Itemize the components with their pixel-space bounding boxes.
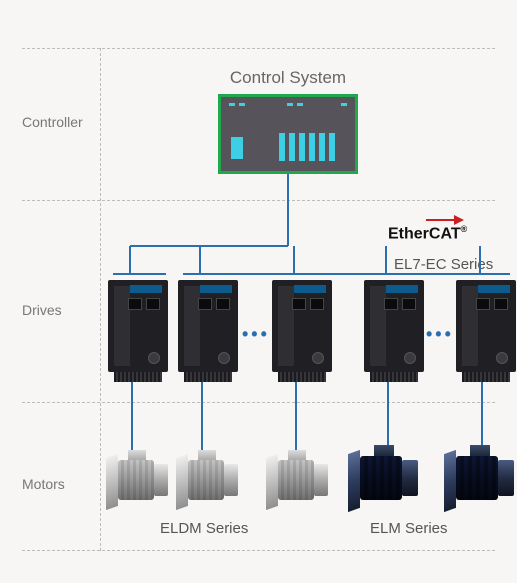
- ellipsis-icon: •••: [242, 324, 270, 345]
- drive-node: [272, 280, 332, 382]
- motor-elm-node: [444, 446, 514, 510]
- drive-node: [364, 280, 424, 382]
- row-label-controller: Controller: [22, 114, 100, 130]
- row-separator: [22, 550, 495, 551]
- drives-series-label: EL7-EC Series: [394, 256, 493, 273]
- row-separator: [22, 200, 495, 201]
- row-separator: [22, 402, 495, 403]
- column-separator: [100, 48, 101, 551]
- motor-elm-node: [348, 446, 418, 510]
- ethercat-logo: EtherCAT®: [388, 224, 467, 243]
- motor-eldm-node: [176, 452, 238, 508]
- motors-eldm-label: ELDM Series: [160, 520, 248, 537]
- controller-title: Control System: [138, 68, 438, 88]
- ethercat-ether: Ether: [388, 225, 429, 242]
- drive-node: [108, 280, 168, 382]
- row-separator: [22, 48, 495, 49]
- ellipsis-icon: •••: [426, 324, 454, 345]
- controller-node: [218, 94, 358, 174]
- motor-eldm-node: [106, 452, 168, 508]
- motor-eldm-node: [266, 452, 328, 508]
- ethercat-arrow-icon: [426, 217, 464, 223]
- motors-elm-label: ELM Series: [370, 520, 448, 537]
- ethercat-reg: ®: [461, 224, 468, 234]
- drive-node: [178, 280, 238, 382]
- ethercat-cat: CAT: [429, 225, 461, 242]
- row-label-drives: Drives: [22, 302, 100, 318]
- row-label-motors: Motors: [22, 476, 100, 492]
- drive-node: [456, 280, 516, 382]
